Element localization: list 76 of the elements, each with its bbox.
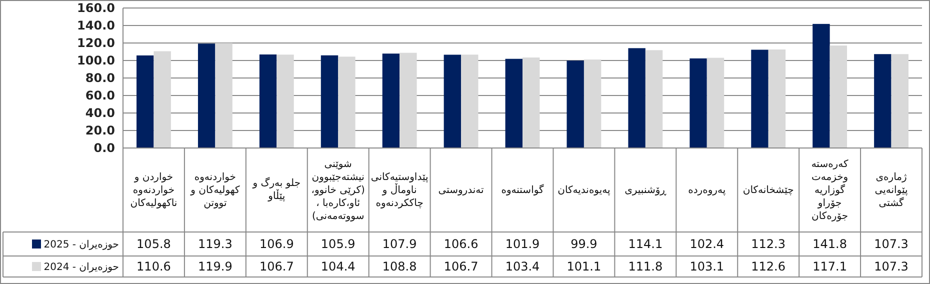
x-tick-label: چێشخانەکان	[742, 184, 794, 196]
data-label: 141.8	[812, 237, 847, 252]
bar	[400, 52, 417, 148]
x-tick-label: ژمارەی پێوانەیی گشتی	[874, 170, 909, 210]
data-label: 108.8	[382, 260, 417, 274]
x-tick-label: گواستنەوە	[501, 184, 544, 196]
legend-label: حوزەیران - 2025	[44, 240, 119, 250]
data-label: 114.1	[628, 237, 663, 252]
legend-label: حوزەیران - 2024	[44, 262, 119, 273]
y-tick-label: 20.0	[85, 124, 115, 138]
data-label: 105.8	[136, 237, 171, 252]
bar	[628, 48, 646, 148]
y-tick-label: 0.0	[94, 141, 115, 156]
bar	[136, 55, 154, 148]
data-label: 105.9	[320, 237, 356, 252]
bar	[566, 60, 584, 148]
y-tick-label: 120.0	[77, 36, 115, 50]
data-label: 117.1	[812, 260, 847, 274]
bar	[584, 60, 602, 148]
bar	[215, 43, 232, 148]
bar	[522, 58, 540, 148]
y-tick-label: 100.0	[77, 54, 115, 68]
x-tick-label: پەروەردە	[688, 184, 726, 196]
bar	[259, 54, 277, 148]
bar	[461, 54, 478, 148]
bar	[891, 54, 908, 148]
x-tick-label: پێداوستیەکانی ناوماڵ و چاککردنەوە	[370, 170, 428, 210]
bar	[768, 49, 786, 148]
bar	[382, 54, 400, 148]
data-label: 101.1	[566, 260, 602, 274]
data-label: 107.9	[382, 237, 417, 252]
x-tick-label: پەیوەندیەکان	[558, 184, 610, 196]
data-label: 101.9	[505, 237, 540, 252]
x-tick-label: جلو بەرگ و پێڵاو	[251, 177, 302, 203]
x-tick-label: خواردن و خواردنەوە ناکهولیەکان	[129, 170, 178, 210]
data-label: 110.6	[136, 260, 171, 274]
data-label: 111.8	[628, 260, 663, 274]
bar	[706, 58, 724, 148]
data-label: 112.6	[751, 260, 786, 274]
bar	[444, 54, 462, 148]
bar	[645, 50, 663, 148]
bar	[276, 54, 294, 148]
data-label: 102.4	[690, 237, 724, 252]
data-label: 106.9	[259, 237, 294, 252]
bar	[338, 56, 356, 148]
bar	[874, 54, 892, 148]
data-label: 119.3	[198, 237, 232, 252]
y-tick-label: 60.0	[85, 88, 115, 103]
bar	[505, 58, 522, 148]
y-tick-label: 40.0	[85, 106, 115, 120]
data-label: 106.6	[444, 237, 478, 252]
bar	[830, 46, 848, 148]
bar	[154, 51, 171, 148]
data-label: 119.9	[198, 260, 232, 274]
data-label: 107.3	[874, 237, 908, 252]
data-label: 107.3	[874, 260, 908, 274]
bar	[812, 24, 830, 148]
y-tick-label: 160.0	[77, 1, 115, 16]
bar	[751, 50, 768, 148]
bar	[198, 44, 216, 148]
x-tick-label: تەندروستی	[438, 184, 484, 196]
data-label: 99.9	[570, 237, 598, 252]
y-tick-label: 140.0	[77, 18, 115, 33]
data-label: 103.4	[505, 260, 540, 274]
y-tick-label: 80.0	[85, 71, 115, 86]
x-tick-label: ڕۆشنبیری	[624, 184, 666, 196]
bar	[690, 58, 707, 148]
x-tick-label: خواردنەوە کهولیەکان و تووتن	[189, 170, 241, 210]
bar	[320, 55, 338, 148]
x-tick-label: کەرەستە وخزمەت گوزاریە جۆراو جۆرەکان	[810, 158, 850, 222]
data-label: 106.7	[259, 260, 294, 274]
data-label: 104.4	[320, 260, 356, 274]
data-label: 112.3	[751, 237, 786, 252]
x-tick-label: شوێنی نیشتەجێبوون (کرێی خانوو، ئاو،کارەبا ، سووتەمەنی)	[310, 158, 366, 222]
data-label: 103.1	[690, 260, 724, 274]
data-label: 106.7	[444, 260, 478, 274]
